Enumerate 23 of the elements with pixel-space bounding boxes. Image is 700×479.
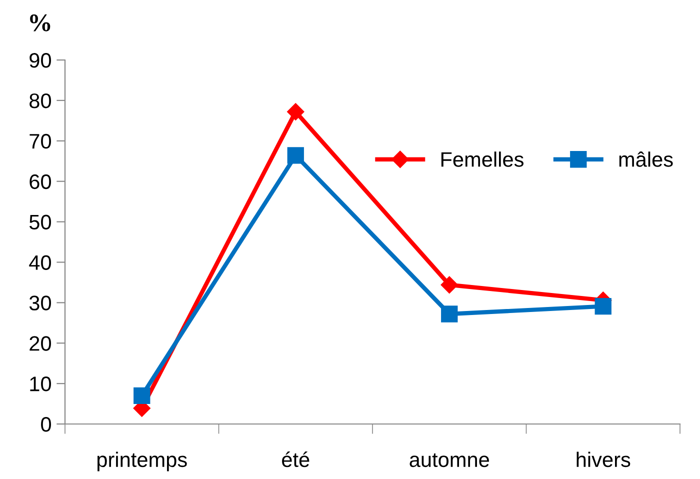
x-tick-label: automne xyxy=(410,453,489,468)
legend-label: Femelles xyxy=(441,152,524,167)
x-tick-label: printemps xyxy=(97,452,187,472)
y-tick-label: 80 xyxy=(30,93,51,108)
x-tick-label: hivers xyxy=(576,452,630,468)
y-tick-label: 10 xyxy=(30,376,51,392)
legend-label: mâles xyxy=(619,151,673,167)
y-tick-label: 60 xyxy=(30,174,51,190)
point xyxy=(441,306,458,322)
point xyxy=(594,298,612,315)
y-tick-label: 20 xyxy=(30,336,51,351)
y-tick-label: 70 xyxy=(30,134,51,149)
point xyxy=(134,387,150,404)
point xyxy=(440,276,458,294)
y-tick-label: 40 xyxy=(29,255,51,270)
point xyxy=(287,147,304,164)
y-tick-label: 50 xyxy=(29,214,51,230)
x-tick-label: été xyxy=(282,452,310,468)
y-tick-label: 90 xyxy=(30,53,51,68)
point xyxy=(287,103,304,120)
y-axis-title: % xyxy=(30,14,50,32)
y-tick-label: 0 xyxy=(41,417,51,432)
y-tick-label: 30 xyxy=(29,296,51,310)
